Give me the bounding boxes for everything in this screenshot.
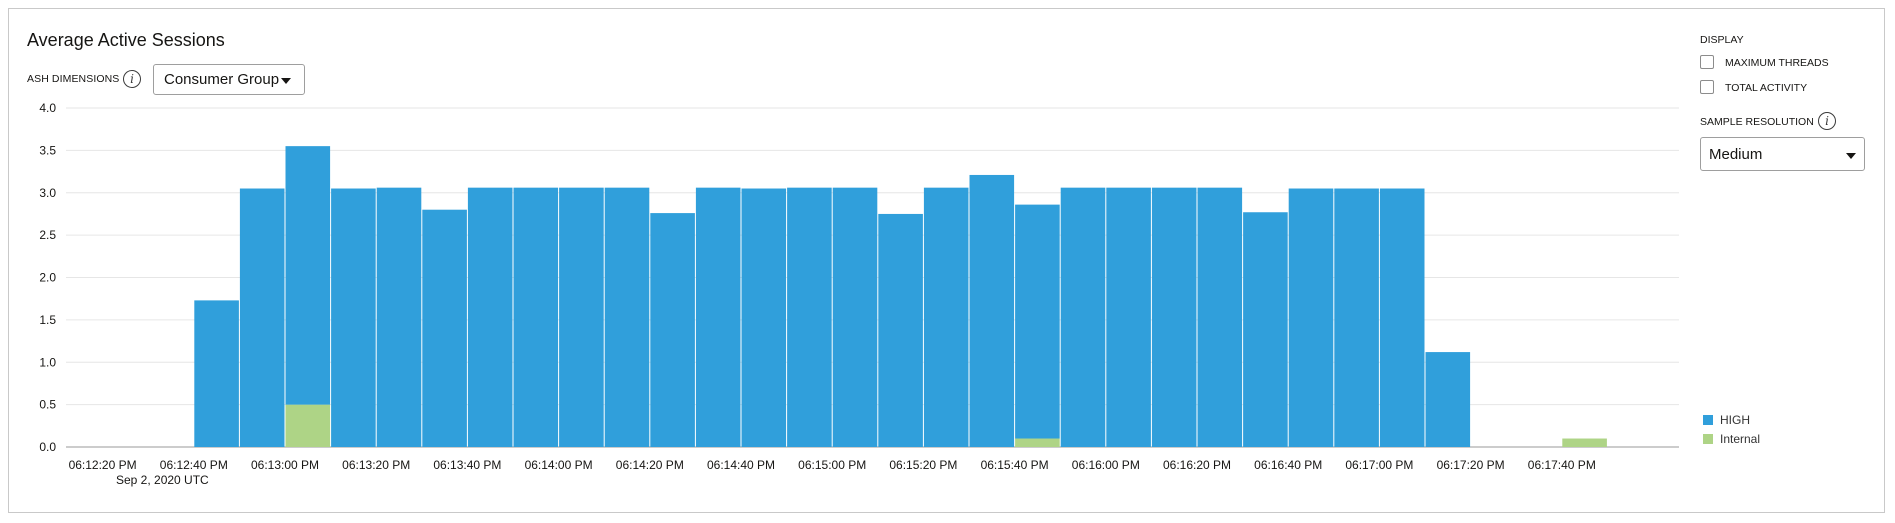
bar-high [650,213,695,447]
x-tick-label: 06:14:20 PM [616,458,684,472]
bar-high [1288,188,1334,447]
sample-resolution-label: SAMPLE RESOLUTION [1700,116,1814,128]
x-tick-label: 06:16:00 PM [1072,458,1140,472]
total-activity-checkbox[interactable] [1700,80,1714,94]
bar-high [1060,187,1106,448]
bar-high [422,209,467,447]
x-tick-label: 06:15:40 PM [981,458,1049,472]
bar-high [832,187,878,448]
sample-resolution-select[interactable]: Medium [1700,137,1865,171]
display-label: DISPLAY [1700,34,1744,46]
bar-high [239,188,285,447]
x-tick-label: 06:16:20 PM [1163,458,1231,472]
x-tick-label: 06:17:20 PM [1437,458,1505,472]
bar-high [513,187,559,448]
legend-label-high: HIGH [1720,413,1750,427]
x-tick-label: 06:13:20 PM [342,458,410,472]
y-tick-label: 1.0 [39,355,56,369]
y-tick-label: 2.0 [39,271,56,285]
bar-high [285,146,331,405]
y-tick-label: 3.0 [39,186,56,200]
x-tick-label: 06:14:40 PM [707,458,775,472]
total-activity-label: TOTAL ACTIVITY [1725,82,1808,94]
ash-dimensions-select[interactable]: Consumer Group [153,64,305,95]
bar-internal [1015,438,1060,447]
x-tick-label: 06:15:00 PM [798,458,866,472]
y-tick-label: 1.5 [39,313,56,327]
bar-high [1379,188,1425,447]
bar-high [376,187,422,448]
x-tick-label: 06:13:40 PM [433,458,501,472]
y-tick-label: 4.0 [39,101,56,115]
info-icon[interactable]: i [123,70,141,88]
x-tick-label: 06:15:20 PM [889,458,957,472]
chevron-down-icon [281,78,291,84]
page-title: Average Active Sessions [27,30,225,50]
x-date-label: Sep 2, 2020 UTC [116,473,209,487]
x-tick-label: 06:17:00 PM [1345,458,1413,472]
legend-swatch-internal [1703,434,1713,444]
y-tick-label: 3.5 [39,143,56,157]
x-tick-label: 06:12:20 PM [69,458,137,472]
bar-high [1197,187,1243,448]
x-tick-label: 06:13:00 PM [251,458,319,472]
bar-high [1106,187,1151,448]
bar-high [1243,212,1288,447]
y-tick-label: 2.5 [39,228,56,242]
bar-high [1425,352,1471,447]
bar-high [1151,187,1197,448]
x-tick-label: 06:17:40 PM [1528,458,1596,472]
bar-high [1334,188,1379,447]
x-tick-label: 06:12:40 PM [160,458,228,472]
bar-high [878,213,923,447]
bar-internal [1562,438,1607,447]
bar-high [1015,204,1060,439]
maximum-threads-checkbox[interactable] [1700,55,1714,69]
bar-high [604,187,650,448]
sample-resolution-value: Medium [1709,146,1763,163]
legend-label-internal: Internal [1720,432,1761,446]
bar-high [331,188,376,447]
maximum-threads-label: MAXIMUM THREADS [1725,57,1829,69]
ash-dimensions-value: Consumer Group [164,71,280,88]
bar-high [559,187,604,448]
bar-high [695,187,741,448]
bar-high [194,300,239,447]
y-tick-label: 0.5 [39,398,56,412]
info-icon[interactable]: i [1818,112,1836,130]
bar-high [787,187,832,448]
bar-internal [285,404,331,447]
bar-high [923,187,969,448]
chevron-down-icon [1846,153,1856,159]
legend-swatch-high [1703,415,1713,425]
bar-high [969,174,1015,447]
bar-high [741,188,787,447]
ash-dimensions-label: ASH DIMENSIONS [27,73,120,85]
x-tick-label: 06:16:40 PM [1254,458,1322,472]
bar-high [467,187,513,448]
x-tick-label: 06:14:00 PM [525,458,593,472]
y-tick-label: 0.0 [39,440,56,454]
